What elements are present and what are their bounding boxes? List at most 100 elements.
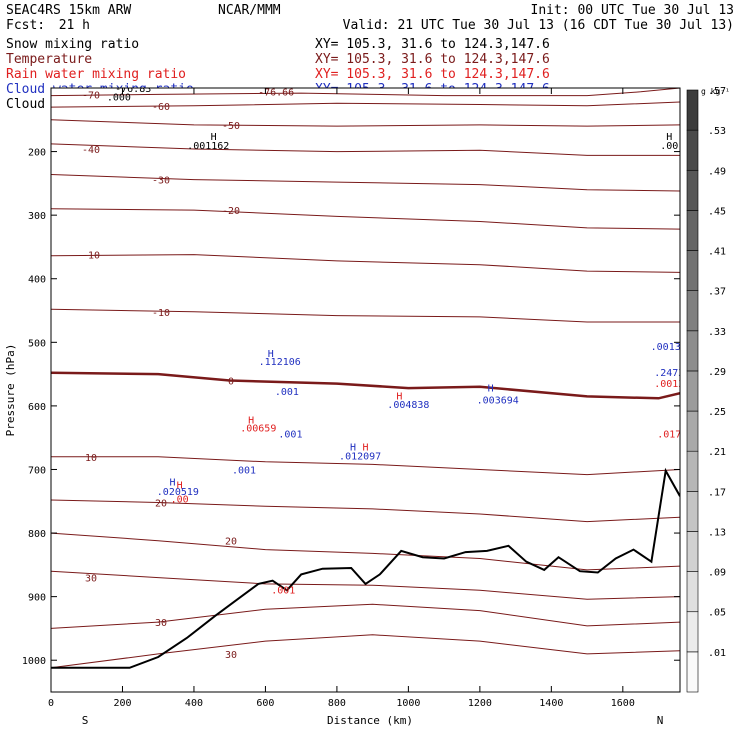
x-tick-label: 1600 [611,698,635,709]
colorbar-label: .33 [708,327,726,338]
colorbar-label: .29 [708,367,726,378]
contour-annotation: -76.83 [115,84,151,95]
contour-annotation: .001 [271,585,295,596]
colorbar-segment [686,531,699,572]
temperature-contour-label: 10 [85,453,97,464]
y-axis-label: Pressure (hPa) [4,344,17,437]
contour-annotation: H [362,442,368,453]
y-tick-label: 200 [28,148,46,159]
axes: 0 200 400 600 800 1000 1200 1400 160020030040050… [22,88,680,709]
legend-xy: XY= 105.3, 31.6 to 124.3,147.6 [315,37,550,52]
plot-area: -70 -60 -50 -40 -30 -20 -10 -10 0 10 20 20 30 30 30 -74… [51,79,684,669]
contour-annotation: .020519 [157,487,199,498]
temperature-contour [51,254,680,273]
temperature-contour [51,308,680,323]
x-tick-label: 0 [48,698,54,709]
contour-annotation: .001 [278,430,302,441]
forecast-hour: 21 h [59,18,90,33]
colorbar-label: .57 [708,86,726,97]
contour-annotation: .003694 [477,395,519,406]
temperature-contour [51,119,680,127]
colorbar-segment [686,611,699,653]
temperature-contour [51,208,680,230]
colorbar-label: .09 [708,568,726,579]
temperature-contour [51,174,680,192]
temperature-contour-label: -20 [222,206,240,217]
temperature-contour [51,570,680,600]
terrain-line [51,467,680,669]
legend-entry: Rain water mixing ratio [6,67,186,82]
contour-annotation: .112106 [259,357,301,368]
colorbar-label: .05 [708,608,726,619]
plot-frame [50,87,681,693]
y-tick-label: 700 [28,465,46,476]
x-end-label-north: N [657,714,664,727]
colorbar-label: .01 [708,648,726,659]
init-time: Init: 00 UTC Tue 30 Jul 13 [531,3,735,18]
contour-annotation: H [666,132,672,143]
contour-annotation: .00 [171,495,189,506]
contour-annotation: .017 [657,430,681,441]
contour-annotation: .00659 [240,423,276,434]
temperature-contour [51,101,680,108]
colorbar-segment [686,290,699,332]
contour-annotation: .012097 [339,451,381,462]
x-tick-label: 1000 [396,698,420,709]
temperature-contour [51,499,680,523]
colorbar-segment [686,129,699,171]
temperature-contour [51,143,680,156]
contour-annotation: H [169,477,175,488]
colorbar-segment [686,169,699,211]
contour-annotation: .004838 [387,400,429,411]
colorbar-label: .49 [708,166,726,177]
contour-annotation: H [396,392,402,403]
contour-annotation: H [177,481,183,492]
temperature-contour-label: -40 [82,145,100,156]
y-tick-label: 900 [28,593,46,604]
temperature-contour-label: 20 [225,537,237,548]
contour-annotation: H [268,349,274,360]
temperature-contour-label: 30 [85,574,97,585]
legend-entry: Snow mixing ratio [6,37,139,52]
contour-annotation: .001162 [187,141,229,152]
contour-annotation: -74.45 [51,79,87,90]
x-tick-label: 600 [256,698,274,709]
y-tick-label: 1000 [22,656,46,667]
colorbar-unit: g kg⁻¹ [701,87,730,96]
colorbar-label: .25 [708,407,726,418]
colorbar-label: .53 [708,126,726,137]
contour-annotation: .2473 [654,368,684,379]
colorbar-label: .41 [708,247,726,258]
contour-annotation: -76.66 [258,88,294,99]
x-axis-label: Distance (km) [327,714,413,727]
legend-entry: Temperature [6,52,92,67]
forecast-label: Fcst: [6,18,45,33]
contour-annotation: H [350,442,356,453]
x-tick-label: 400 [185,698,203,709]
temperature-contour-label: 20 [155,499,167,510]
colorbar-label: .13 [708,527,726,538]
temperature-contour [51,371,680,400]
colorbar-segment [686,89,699,131]
contour-annotation: .001 [232,465,256,476]
colorbar-label: .21 [708,447,726,458]
y-tick-label: 500 [28,338,46,349]
y-tick-label: 400 [28,275,46,286]
legend-xy: XY= 105.3, 31.6 to 124.3,147.6 [315,67,550,82]
y-tick-label: 300 [28,211,46,222]
temperature-contour-label: -50 [222,121,240,132]
colorbar-segment [686,210,699,251]
x-tick-label: 1200 [468,698,492,709]
colorbar-label: .45 [708,206,726,217]
x-end-label-south: S [82,714,89,727]
y-tick-label: 600 [28,402,46,413]
temperature-contour-label: -30 [152,176,170,187]
org-label: NCAR/MMM [218,3,281,18]
x-tick-label: 1400 [539,698,563,709]
temperature-contour-label: -10 [82,251,100,262]
colorbar-segment [686,651,699,693]
contour-annotation: H [211,132,217,143]
temperature-contour [51,456,680,476]
x-tick-label: 800 [328,698,346,709]
